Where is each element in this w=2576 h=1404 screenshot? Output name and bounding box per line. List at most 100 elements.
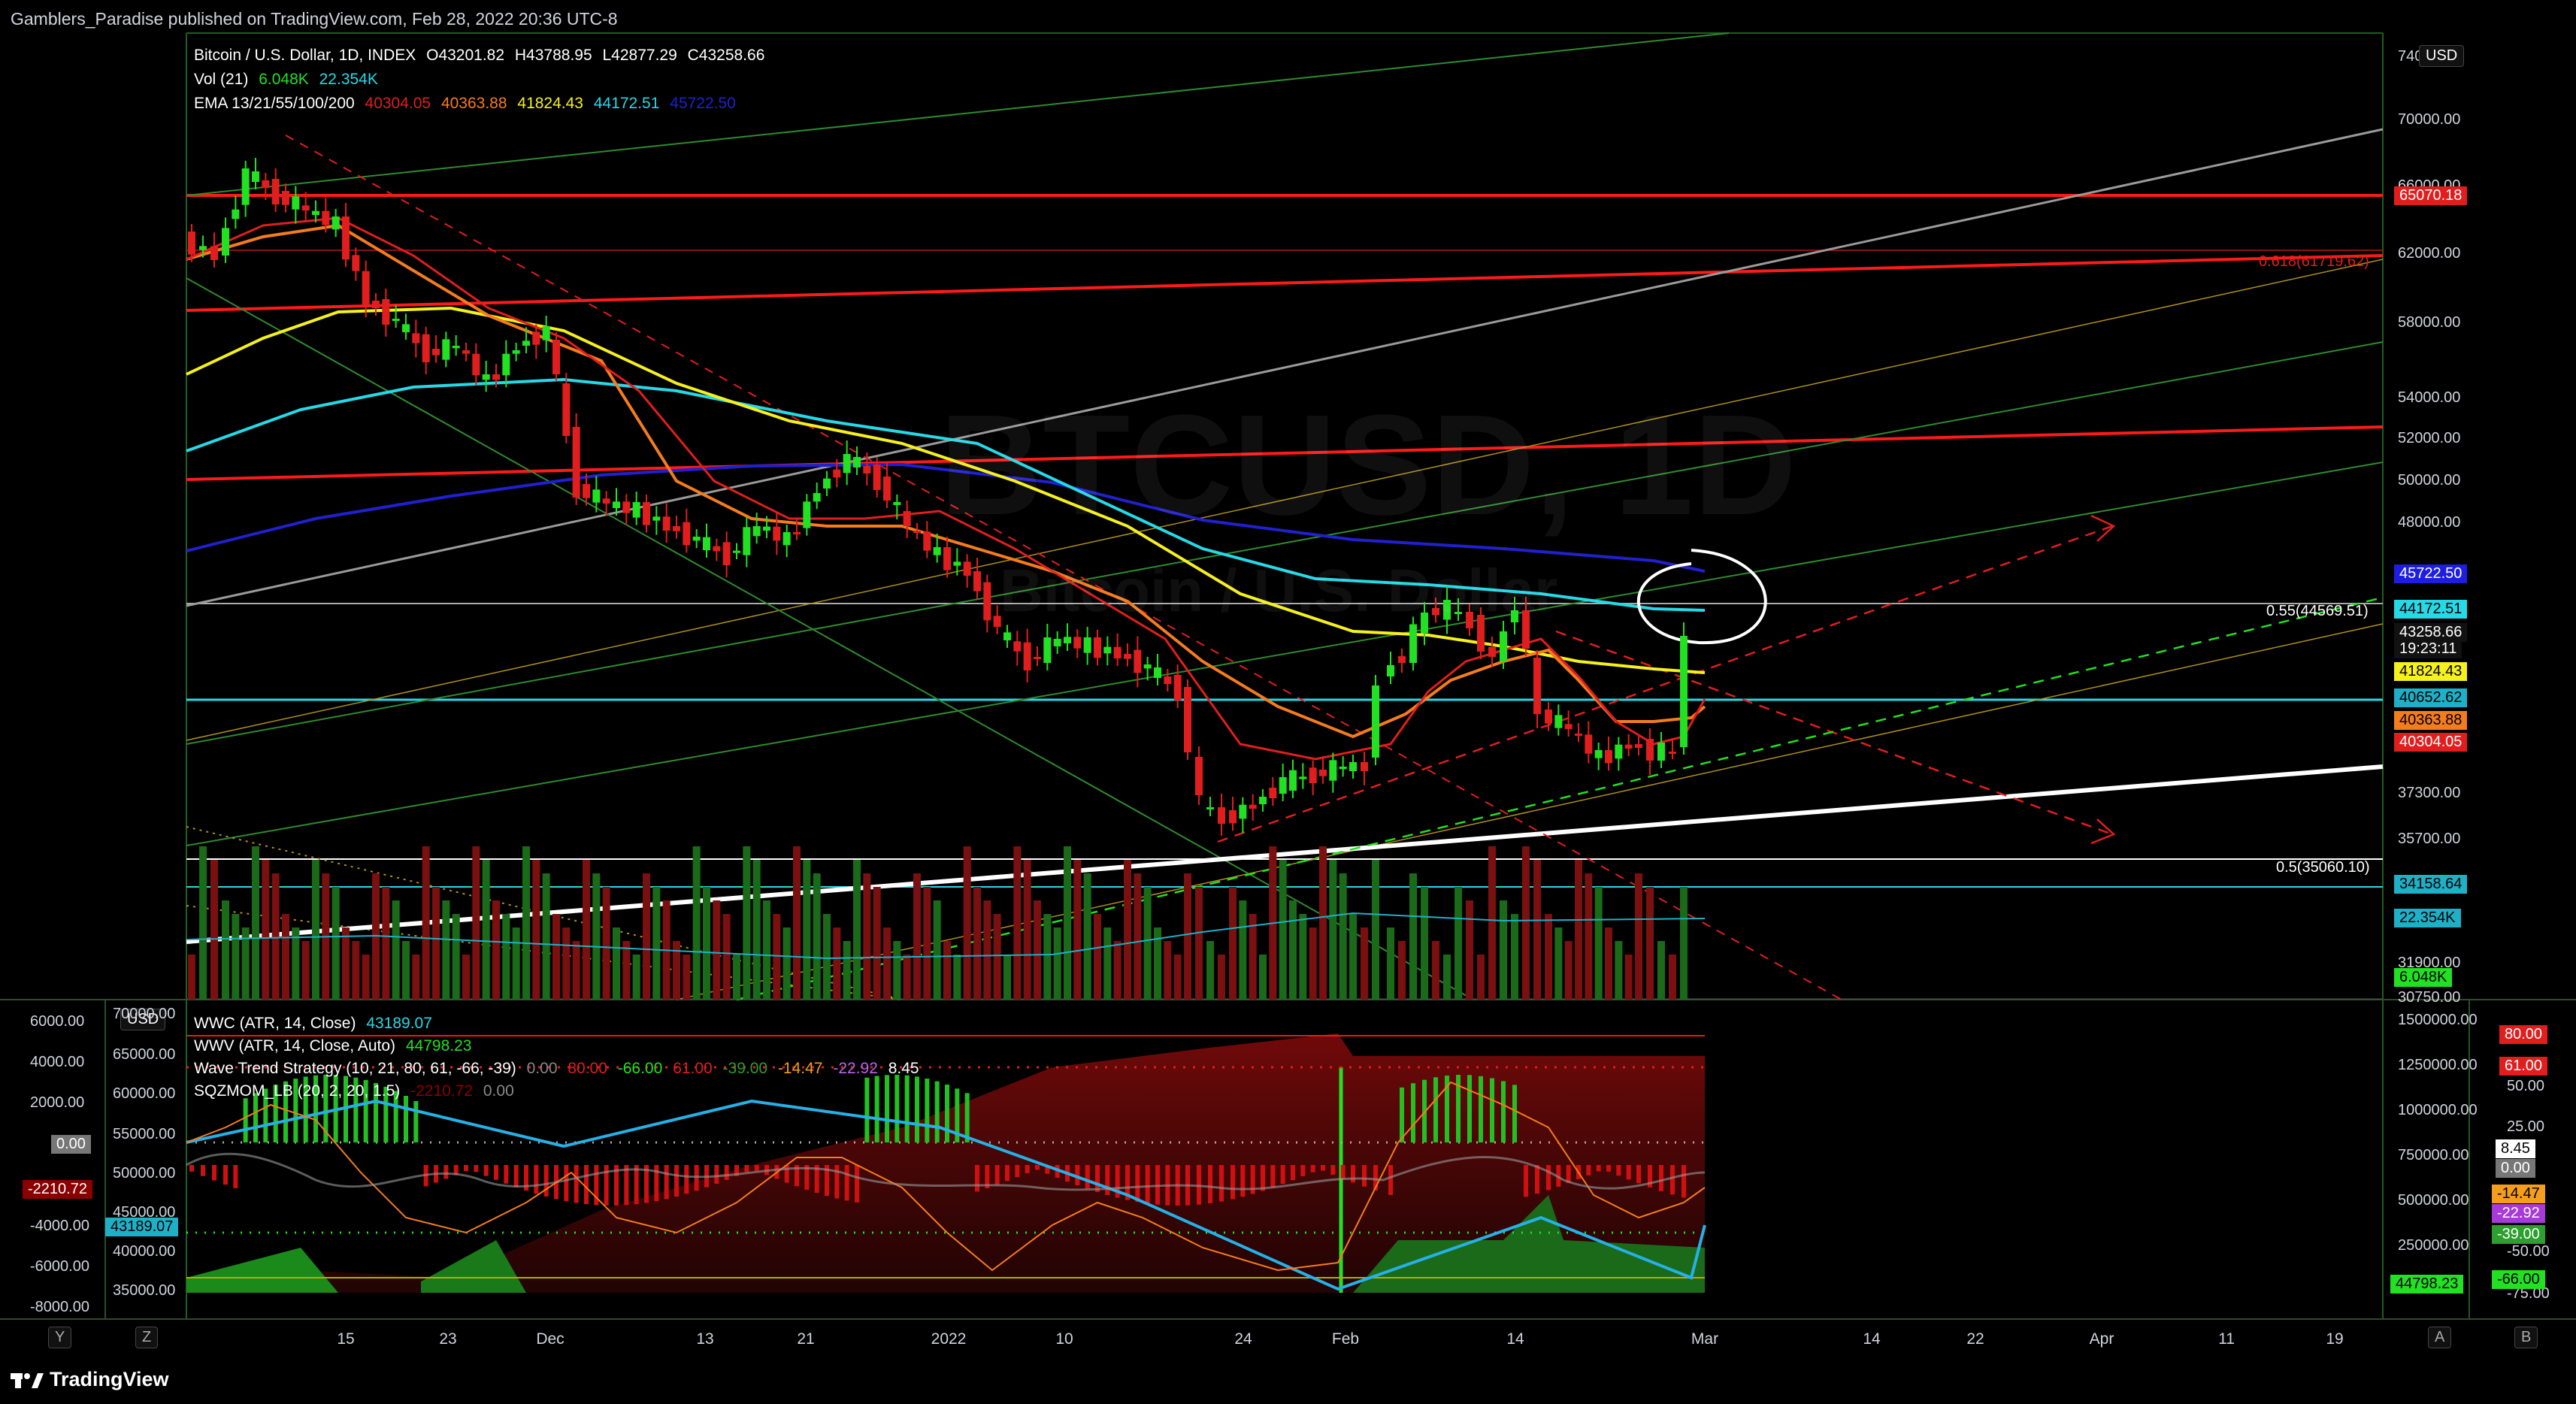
momentum-bar [1125, 1165, 1130, 1200]
time-tick: 13 [696, 1330, 714, 1348]
momentum-bar [1512, 1085, 1517, 1142]
box-b[interactable]: B [2514, 1327, 2538, 1348]
price-label: 44172.51 [2394, 600, 2468, 619]
candle [763, 526, 770, 531]
candle [602, 498, 610, 504]
momentum-bar [664, 1165, 669, 1200]
candle [973, 571, 981, 592]
lower-right-tick2: -50.00 [2507, 1243, 2550, 1260]
volume-bar [1398, 941, 1406, 1000]
volume-bar [1669, 955, 1676, 1000]
candle [613, 501, 620, 508]
box-a[interactable]: A [2428, 1327, 2452, 1348]
legend-vol[interactable]: Vol (21) 6.048K 22.354K [194, 71, 378, 88]
volume-bar [199, 846, 207, 1000]
volume-bar [673, 941, 680, 1000]
lower-right-tick: 1250000.00 [2398, 1057, 2478, 1073]
price-tick: 50000.00 [2398, 472, 2461, 489]
momentum-bar [1208, 1165, 1212, 1204]
momentum-bar [1351, 1165, 1355, 1183]
candle [983, 582, 991, 621]
candle [1229, 810, 1237, 824]
currency-button[interactable]: USD [2419, 45, 2465, 67]
candle [1680, 636, 1688, 747]
currency-button-lower[interactable]: USD [120, 1009, 166, 1030]
volume-bar [863, 873, 871, 1000]
candle [843, 454, 851, 474]
candle [703, 537, 710, 550]
momentum-bar [934, 1081, 940, 1142]
candle [271, 179, 280, 204]
watermark-name: Bitcoin / U.S. Dollar [1000, 557, 1558, 624]
box-y[interactable]: Y [48, 1327, 72, 1348]
candle [1173, 675, 1182, 700]
volume-bar [1349, 914, 1357, 1000]
candle [492, 374, 500, 380]
momentum-bar [189, 1165, 194, 1172]
candle [1073, 637, 1082, 649]
momentum-bar [1596, 1165, 1601, 1172]
volume-bar [1564, 941, 1573, 1000]
volume-bar [382, 887, 390, 1000]
time-tick: 22 [1966, 1330, 1984, 1348]
lower-mid-tick: 70000.00 [113, 1006, 176, 1022]
volume-bar [1124, 860, 1131, 1000]
candle [1154, 667, 1161, 678]
momentum-bar [1075, 1165, 1080, 1186]
lower-right-tick: 1000000.00 [2398, 1102, 2478, 1118]
volume-bar [1646, 887, 1654, 1000]
candle [583, 484, 590, 498]
candle [362, 271, 370, 305]
momentum-bar [1586, 1165, 1591, 1176]
volume-bar [1218, 955, 1225, 1000]
momentum-bar [1261, 1165, 1265, 1191]
lower-right-tick: 500000.00 [2398, 1192, 2469, 1209]
candle [372, 301, 380, 308]
time-tick: 24 [1234, 1330, 1252, 1348]
volume-bar [622, 941, 631, 1000]
legend-wave-trend[interactable]: Wave Trend Strategy (10, 21, 80, 61, -66… [194, 1060, 919, 1077]
lower-left-label: 0.00 [51, 1135, 91, 1154]
legend-sqzmom[interactable]: SQZMOM_LB (20, 2, 20, 1.5) -2210.72 0.00 [194, 1082, 514, 1100]
legend-main[interactable]: Bitcoin / U.S. Dollar, 1D, INDEX O43201.… [194, 47, 765, 64]
volume-bar [713, 900, 721, 1000]
momentum-bar [1321, 1165, 1325, 1171]
volume-bar [683, 955, 691, 1000]
momentum-bar [474, 1165, 479, 1173]
candle [883, 477, 891, 501]
volume-bar [933, 900, 941, 1000]
volume-bar [1143, 887, 1152, 1000]
volume-bar [1554, 927, 1563, 1000]
candle [1564, 724, 1573, 729]
lower-right-tick: 250000.00 [2398, 1237, 2469, 1254]
momentum-bar [363, 1079, 368, 1142]
candle [1319, 770, 1327, 776]
candle [292, 196, 300, 210]
candle [1669, 752, 1676, 754]
momentum-bar [634, 1165, 639, 1205]
momentum-bar [1433, 1077, 1438, 1142]
momentum-bar [1636, 1165, 1641, 1184]
fib-05-label: 0.5(35060.10) [2276, 859, 2370, 876]
legend-wwc[interactable]: WWC (ATR, 14, Close) 43189.07 [194, 1015, 432, 1032]
momentum-bar [925, 1079, 930, 1142]
momentum-bar [994, 1165, 1000, 1185]
time-tick: 15 [337, 1330, 355, 1348]
momentum-bar [201, 1165, 205, 1176]
volume-bar [1443, 955, 1451, 1000]
legend-wwv[interactable]: WWV (ATR, 14, Close, Auto) 44798.23 [194, 1037, 472, 1055]
candle [933, 547, 941, 555]
volume-bar [1229, 887, 1237, 1000]
momentum-bar [834, 1165, 840, 1199]
time-tick: Apr [2089, 1330, 2114, 1348]
legend-ema[interactable]: EMA 13/21/55/100/200 40304.05 40363.88 4… [194, 95, 736, 112]
momentum-bar [313, 1075, 318, 1142]
candle [1522, 610, 1530, 649]
volume-bar [542, 873, 550, 1000]
candle [1259, 797, 1267, 804]
momentum-bar [1045, 1165, 1050, 1174]
box-z[interactable]: Z [135, 1327, 159, 1348]
momentum-bar [404, 1095, 408, 1142]
momentum-bar [684, 1165, 689, 1194]
